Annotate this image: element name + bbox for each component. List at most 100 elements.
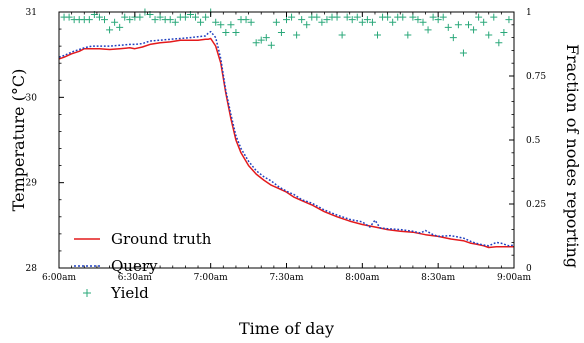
yield-point (353, 13, 361, 21)
y-tick-label-right: 1 (526, 8, 532, 18)
yield-point (414, 16, 422, 24)
series-yield (60, 8, 513, 57)
yield-point (247, 18, 255, 26)
yield-point (197, 18, 205, 26)
yield-point (262, 34, 270, 42)
yield-point (267, 41, 275, 49)
yield-point (85, 16, 93, 24)
y-tick-label-left: 30 (26, 93, 38, 103)
yield-point (475, 13, 483, 21)
yield-point (419, 18, 427, 26)
yield-point (252, 39, 260, 47)
yield-point (65, 13, 73, 21)
yield-point (242, 16, 250, 24)
yield-point (480, 18, 488, 26)
y-axis-label-right: Fraction of nodes reporting (563, 44, 582, 268)
yield-point (368, 18, 376, 26)
yield-point (181, 13, 189, 21)
legend-label-query: Query (111, 257, 158, 275)
yield-point (272, 18, 280, 26)
yield-point (227, 21, 235, 29)
yield-point (470, 26, 478, 34)
legend: Ground truth Query Yield (74, 230, 212, 302)
x-tick-label: 7:00am (194, 273, 229, 283)
yield-point (171, 18, 179, 26)
x-tick-label: 8:00am (345, 273, 380, 283)
yield-point (126, 16, 134, 24)
y-tick-label-right: 0.25 (526, 200, 546, 210)
y-tick-label-left: 28 (26, 264, 38, 274)
yield-point (166, 16, 174, 24)
yield-point (136, 13, 144, 21)
yield-point (288, 13, 296, 21)
yield-point (202, 13, 210, 21)
y-tick-label-left: 29 (26, 179, 38, 189)
yield-point (363, 16, 371, 24)
yield-point (121, 13, 129, 21)
yield-point (409, 13, 417, 21)
yield-point (298, 16, 306, 24)
yield-point (490, 13, 498, 21)
x-tick-label: 6:00am (42, 273, 77, 283)
yield-point (212, 18, 220, 26)
yield-point (424, 26, 432, 34)
yield-point (444, 23, 452, 31)
yield-point (454, 21, 462, 29)
yield-point (111, 18, 119, 26)
yield-point (313, 13, 321, 21)
legend-swatch-yield (83, 289, 91, 297)
yield-point (333, 13, 341, 21)
yield-point (374, 31, 381, 39)
x-tick-label: 8:30am (421, 273, 456, 283)
yield-point (283, 16, 290, 24)
yield-point (343, 13, 351, 21)
tick-layer: 6:00am 6:30am 7:00am 7:30am 8:00am 8:30am 9:00… (26, 8, 547, 283)
y-tick-label-left: 31 (26, 8, 37, 18)
yield-point (95, 13, 103, 21)
yield-point (399, 13, 407, 21)
legend-label-ground-truth: Ground truth (111, 230, 212, 248)
yield-point (277, 28, 285, 36)
yield-point (156, 13, 164, 21)
yield-point (217, 21, 225, 29)
yield-point (465, 21, 472, 29)
yield-point (222, 28, 230, 36)
y-tick-label-right: 0.75 (526, 72, 546, 82)
yield-point (323, 16, 331, 24)
yield-point (500, 28, 508, 36)
y-tick-label-right: 0.5 (526, 136, 541, 146)
yield-point (101, 16, 108, 24)
yield-point (151, 16, 159, 24)
yield-point (404, 31, 412, 39)
yield-point (116, 23, 124, 31)
yield-point (106, 26, 114, 34)
yield-point (434, 16, 442, 24)
yield-point (358, 18, 366, 26)
yield-point (192, 13, 199, 21)
series-query-line (58, 30, 515, 247)
yield-point (257, 36, 265, 44)
x-tick-label: 6:30am (118, 273, 153, 283)
legend-label-yield: Yield (110, 284, 149, 302)
yield-point (495, 39, 503, 47)
yield-point (505, 16, 513, 24)
yield-point (389, 18, 397, 26)
yield-point (459, 49, 467, 57)
yield-point (338, 31, 346, 39)
x-tick-label: 9:00am (497, 273, 532, 283)
x-axis-label: Time of day (239, 319, 334, 338)
yield-point (318, 18, 326, 26)
yield-point (348, 16, 356, 24)
yield-point (429, 13, 437, 21)
y-axis-label-left: Temperature (°C) (9, 69, 28, 212)
x-tick-label: 7:30am (269, 273, 304, 283)
yield-point (439, 13, 447, 21)
yield-point (232, 28, 240, 36)
yield-point (485, 31, 493, 39)
series-ground-truth-line (58, 37, 514, 249)
yield-point (303, 21, 311, 29)
yield-point (384, 13, 392, 21)
yield-point (293, 31, 301, 39)
series-layer (58, 8, 515, 249)
